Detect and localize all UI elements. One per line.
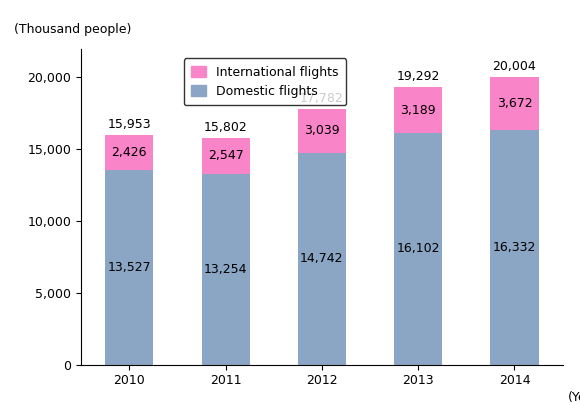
Text: 14,742: 14,742 bbox=[300, 252, 343, 265]
Text: 3,039: 3,039 bbox=[304, 124, 340, 138]
Bar bbox=[298, 109, 346, 153]
Bar bbox=[298, 153, 346, 364]
Text: 13,527: 13,527 bbox=[107, 261, 151, 274]
Bar bbox=[106, 170, 153, 364]
Text: 13,254: 13,254 bbox=[204, 263, 247, 276]
Text: 16,332: 16,332 bbox=[493, 241, 536, 254]
Bar bbox=[491, 130, 539, 364]
Text: 15,802: 15,802 bbox=[204, 121, 248, 134]
Legend: International flights, Domestic flights: International flights, Domestic flights bbox=[184, 58, 346, 105]
Text: 17,782: 17,782 bbox=[300, 92, 344, 105]
Bar bbox=[202, 174, 250, 364]
Text: 20,004: 20,004 bbox=[492, 60, 536, 73]
Text: 16,102: 16,102 bbox=[397, 243, 440, 256]
Bar bbox=[106, 135, 153, 170]
Text: 2,547: 2,547 bbox=[208, 149, 244, 162]
Text: (Year): (Year) bbox=[567, 391, 580, 404]
Text: 3,189: 3,189 bbox=[400, 104, 436, 117]
Text: 19,292: 19,292 bbox=[397, 70, 440, 83]
Text: 15,953: 15,953 bbox=[107, 118, 151, 131]
Bar bbox=[394, 87, 442, 133]
Text: 2,426: 2,426 bbox=[111, 146, 147, 159]
Text: (Thousand people): (Thousand people) bbox=[14, 23, 131, 36]
Text: 3,672: 3,672 bbox=[496, 97, 532, 110]
Bar bbox=[491, 77, 539, 130]
Bar bbox=[394, 133, 442, 364]
Bar bbox=[202, 138, 250, 174]
